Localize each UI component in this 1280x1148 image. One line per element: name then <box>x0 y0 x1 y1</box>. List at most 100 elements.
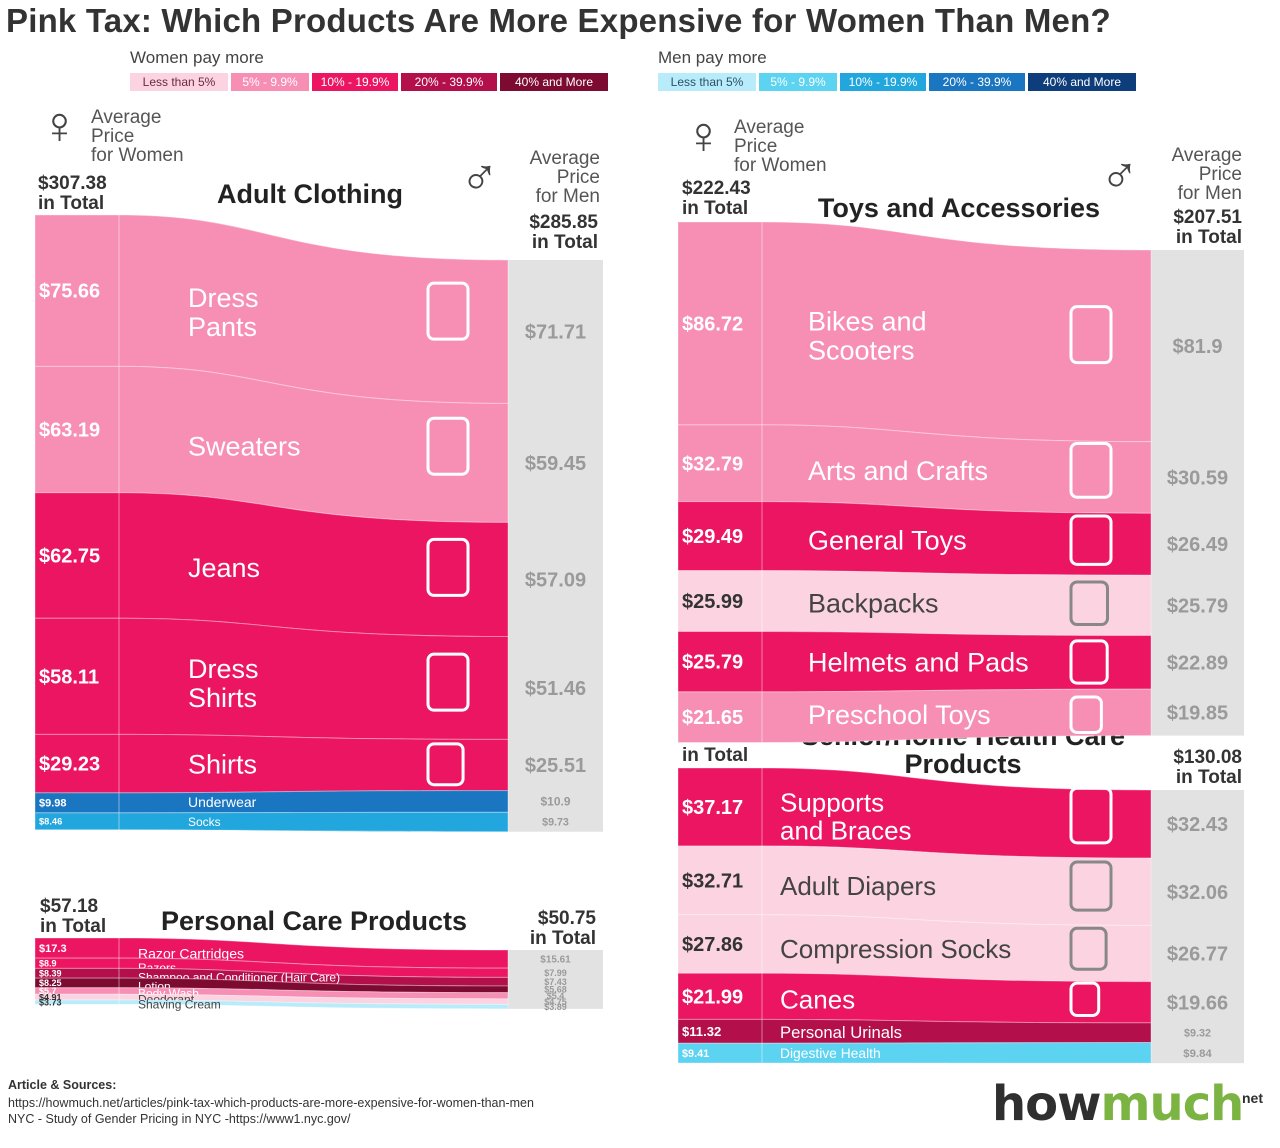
health-women-value: $27.86 <box>682 934 743 956</box>
personal-women-value: $8.25 <box>39 978 62 988</box>
clothing-men-column <box>508 260 603 832</box>
legend-men: Less than 5% 5% - 9.9% 10% - 19.9% 20% - 39… <box>658 73 1158 93</box>
personal-men-value: $5.4 <box>547 991 565 1001</box>
legend-item: 10% - 19.9% <box>312 73 398 91</box>
dress-shirt-icon <box>426 652 470 712</box>
health-category-label: Digestive Health <box>780 1045 881 1061</box>
health-band-3 <box>677 972 1152 1024</box>
personal-women-value: $17.3 <box>39 943 67 955</box>
personal-women-value: $3.73 <box>39 997 62 1007</box>
clothing-men-value: $9.73 <box>542 817 569 829</box>
clothing-category-label: Pants <box>188 312 257 342</box>
clothing-women-value: $62.75 <box>39 545 100 567</box>
legend-item: 40% and More <box>500 73 608 91</box>
legend-item: 20% - 39.9% <box>929 73 1025 91</box>
avg-men-label: Average Price for Men <box>1171 145 1242 204</box>
clothing-category-label: Shirts <box>188 683 257 713</box>
health-women-value: $21.99 <box>682 986 743 1008</box>
legend-item: Less than 5% <box>130 73 228 91</box>
avg-women-label: Average Price for Women <box>91 107 184 166</box>
toys-category-label: Helmets and Pads <box>808 647 1029 677</box>
personal-women-value: $8.9 <box>39 958 57 968</box>
legend-item: 20% - 39.9% <box>401 73 497 91</box>
health-band-0 <box>677 767 1152 859</box>
personal-men-value: $3.89 <box>544 1002 567 1012</box>
health-men-value: $32.43 <box>1167 814 1228 836</box>
clothing-title: Adult Clothing <box>217 179 403 209</box>
legend-women-header: Women pay more <box>130 48 264 67</box>
tshirt-icon <box>426 742 465 787</box>
clothing-category-label: Dress <box>188 283 259 313</box>
health-category-label: Supports <box>780 788 884 818</box>
toys-title: Toys and Accessories <box>817 193 1101 223</box>
sources-link-nyc[interactable]: NYC - Study of Gender Pricing in NYC -ht… <box>8 1112 351 1126</box>
toys-men-value: $25.79 <box>1167 595 1228 617</box>
male-symbol-icon: ♂ <box>1100 147 1139 205</box>
logo-net: net <box>1242 1090 1263 1106</box>
doll-car-icon <box>1069 514 1113 566</box>
legend-men-header: Men pay more <box>658 48 767 67</box>
health-men-value: $9.84 <box>1183 1048 1212 1060</box>
pants-icon <box>426 281 470 341</box>
tricycle-icon <box>1069 305 1113 365</box>
legend-item: 40% and More <box>1028 73 1136 91</box>
toys-women-value: $86.72 <box>682 313 743 335</box>
clothing-category-label: Jeans <box>188 553 260 583</box>
toys-men-value: $30.59 <box>1167 467 1228 489</box>
clothing-women-value: $9.98 <box>39 798 66 810</box>
toys-men-value: $81.9 <box>1172 336 1222 358</box>
health-women-value: $11.32 <box>682 1024 721 1039</box>
clothing-band-6 <box>34 811 509 833</box>
legend-item: 10% - 19.9% <box>840 73 926 91</box>
personal-men-value: $7.99 <box>544 968 567 978</box>
legend-item: 5% - 9.9% <box>231 73 309 91</box>
clothing-men-total: $285.85 in Total <box>529 212 598 253</box>
palette-icon <box>1069 442 1113 499</box>
backpack-icon <box>1069 580 1109 627</box>
clothing-men-value: $71.71 <box>525 322 586 344</box>
clothing-women-value: $63.19 <box>39 420 100 442</box>
jeans-icon <box>426 537 470 597</box>
sources-heading: Article & Sources: <box>8 1078 117 1092</box>
toys-women-value: $25.99 <box>682 591 743 613</box>
personal-women-value: $4.91 <box>39 992 62 1002</box>
health-women-value: $37.17 <box>682 797 743 819</box>
toys-category-label: Bikes and <box>808 307 927 337</box>
clothing-category-label: Socks <box>188 815 221 829</box>
braces-icon <box>1069 786 1113 845</box>
toys-women-value: $29.49 <box>682 526 743 548</box>
health-category-label: Adult Diapers <box>780 871 936 901</box>
page-title: Pink Tax: Which Products Are More Expens… <box>6 2 1111 39</box>
personal-women-value: $5.7 <box>39 986 57 996</box>
health-category-label: Canes <box>780 984 855 1014</box>
personal-category-label: Shaving Cream <box>138 998 221 1012</box>
toys-women-total: $222.43 in Total <box>682 178 751 219</box>
clothing-men-value: $51.46 <box>525 678 586 700</box>
health-category-label: and Braces <box>780 816 912 846</box>
toys-women-value: $32.79 <box>682 453 743 475</box>
legend-women: Less than 5% 5% - 9.9% 10% - 19.9% 20% - 39… <box>130 73 630 93</box>
personal-men-value: $5.68 <box>544 984 567 994</box>
health-men-value: $19.66 <box>1167 992 1228 1014</box>
clothing-men-value: $59.45 <box>525 453 586 475</box>
toys-men-value: $22.89 <box>1167 652 1228 674</box>
health-band-4 <box>677 1018 1152 1044</box>
toys-women-value: $25.79 <box>682 652 743 674</box>
toys-category-label: Arts and Crafts <box>808 456 988 486</box>
toys-men-column <box>1151 250 1244 736</box>
personal-category-label: Razor Cartridges <box>138 945 244 961</box>
legend-item: Less than 5% <box>658 73 756 91</box>
legend-item: 5% - 9.9% <box>759 73 837 91</box>
personal-men-column <box>508 950 603 1009</box>
clothing-women-value: $8.46 <box>39 817 62 827</box>
clothing-category-label: Underwear <box>188 794 257 810</box>
toys-category-label: Preschool Toys <box>808 700 991 730</box>
toys-women-value: $21.65 <box>682 707 743 729</box>
male-symbol-icon: ♂ <box>460 149 499 207</box>
health-category-label: Personal Urinals <box>780 1023 902 1042</box>
avg-women-label: Average Price for Women <box>734 117 827 176</box>
clothing-women-value: $58.11 <box>39 666 99 688</box>
clothing-category-label: Dress <box>188 654 259 684</box>
sources-link-howmuch[interactable]: https://howmuch.net/articles/pink-tax-wh… <box>8 1096 534 1110</box>
